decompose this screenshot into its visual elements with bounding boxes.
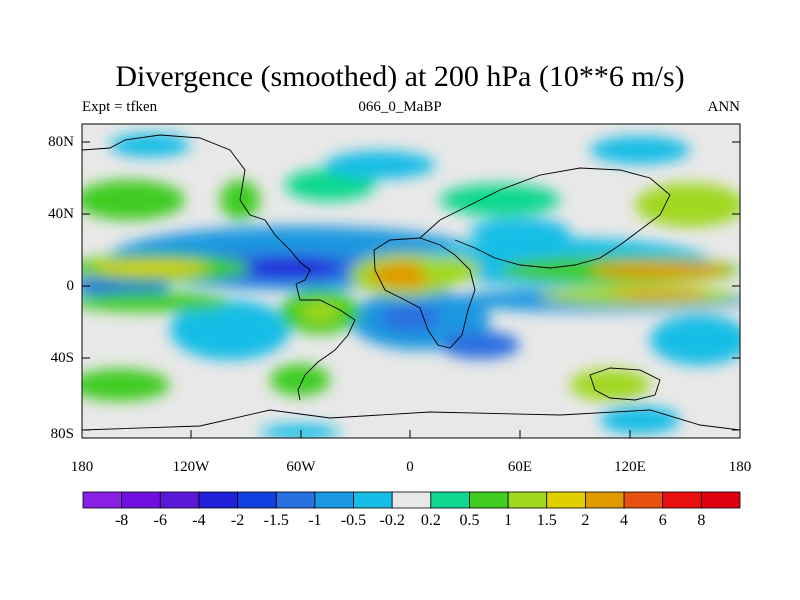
colorbar-label: 1.5 bbox=[536, 512, 557, 529]
season-label: ANN bbox=[707, 99, 741, 115]
colorbar-swatch bbox=[391, 491, 432, 509]
colorbar-swatch bbox=[121, 491, 161, 509]
experiment-label: Expt = tfken bbox=[82, 99, 158, 115]
lon-label-180w: 180 bbox=[70, 459, 94, 475]
lon-label-120e: 120E bbox=[614, 459, 646, 475]
map-frame bbox=[81, 123, 741, 439]
divergence-field bbox=[82, 124, 740, 438]
lon-label-0: 0 bbox=[406, 459, 414, 475]
colorbar-swatch bbox=[159, 491, 200, 509]
colorbar-label: -0.2 bbox=[379, 512, 405, 529]
colorbar-swatch bbox=[700, 491, 741, 509]
colorbar-label: -6 bbox=[153, 512, 167, 529]
lat-label-80n: 80N bbox=[48, 134, 74, 150]
colorbar-label: -1 bbox=[308, 512, 322, 529]
map-title: Divergence (smoothed) at 200 hPa (10**6 … bbox=[115, 60, 685, 93]
lat-label-40n: 40N bbox=[48, 206, 74, 222]
colorbar-swatch bbox=[430, 491, 470, 509]
coast-north-america bbox=[82, 134, 311, 285]
coast-antarctica bbox=[82, 409, 740, 431]
colorbar-swatch bbox=[623, 491, 664, 509]
coast-south-america bbox=[295, 283, 356, 401]
colorbar-label: -0.5 bbox=[340, 512, 367, 529]
coast-australia bbox=[589, 367, 661, 401]
colorbar-swatch bbox=[662, 491, 702, 509]
lon-label-60e: 60E bbox=[507, 459, 533, 475]
lon-label-180e: 180 bbox=[728, 459, 752, 475]
colorbar-swatch bbox=[585, 491, 625, 509]
lon-label-60w: 60W bbox=[286, 459, 316, 475]
colorbar-swatch bbox=[353, 491, 393, 509]
lat-label-40s: 40S bbox=[50, 350, 74, 366]
colorbar-label: 6 bbox=[658, 512, 667, 529]
lat-label-80s: 80S bbox=[50, 426, 74, 442]
colorbar-label: 0.5 bbox=[459, 512, 480, 529]
colorbar-label: -2 bbox=[230, 512, 245, 529]
case-label: 066_0_MaBP bbox=[358, 99, 442, 115]
colorbar-label: 1 bbox=[504, 512, 513, 529]
axis-ticks bbox=[82, 141, 740, 438]
lon-label-120w: 120W bbox=[172, 459, 210, 475]
coastlines bbox=[82, 134, 740, 431]
colorbar-label: 0.2 bbox=[420, 512, 441, 529]
colorbar-label: -4 bbox=[192, 512, 206, 529]
colorbar-label: 8 bbox=[697, 512, 706, 529]
colorbar-label: 2 bbox=[581, 512, 590, 529]
colorbar bbox=[82, 491, 741, 509]
colorbar-swatch bbox=[314, 491, 354, 509]
colorbar-label: -8 bbox=[114, 512, 129, 529]
colorbar-label: 4 bbox=[620, 512, 629, 529]
colorbar-swatch bbox=[469, 491, 509, 509]
colorbar-label: -1.5 bbox=[263, 512, 289, 529]
colorbar-swatch bbox=[82, 491, 123, 509]
lat-label-eq: 0 bbox=[66, 278, 75, 294]
colorbar-swatch bbox=[507, 491, 548, 509]
colorbar-swatch bbox=[237, 491, 277, 509]
colorbar-swatch bbox=[198, 491, 238, 509]
colorbar-swatch bbox=[546, 491, 586, 509]
coast-africa bbox=[373, 237, 476, 349]
coast-eurasia bbox=[419, 167, 671, 269]
colorbar-swatch bbox=[275, 491, 316, 509]
